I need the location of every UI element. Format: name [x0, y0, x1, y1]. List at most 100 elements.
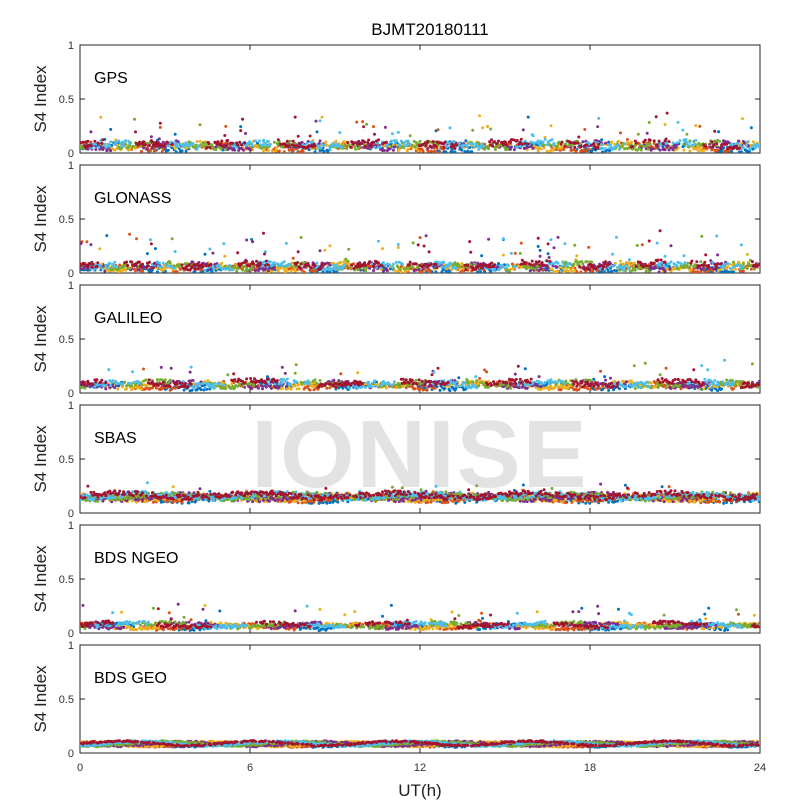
- data-point: [213, 385, 217, 389]
- data-point: [245, 238, 249, 242]
- data-point: [191, 379, 195, 382]
- data-point: [175, 145, 179, 149]
- data-point: [713, 129, 717, 133]
- data-point: [566, 269, 570, 273]
- data-point: [499, 384, 502, 387]
- data-point: [339, 372, 343, 376]
- data-point: [387, 263, 391, 267]
- data-point: [96, 141, 100, 145]
- data-point: [101, 138, 105, 142]
- data-point: [408, 142, 412, 146]
- data-point: [379, 145, 382, 149]
- data-point: [715, 265, 719, 269]
- data-point: [293, 371, 297, 375]
- data-point: [693, 142, 697, 146]
- data-point: [489, 127, 493, 131]
- data-point: [231, 268, 235, 272]
- data-point: [591, 264, 595, 268]
- data-point: [658, 229, 662, 233]
- data-point: [613, 142, 616, 146]
- data-point: [117, 381, 121, 385]
- data-point: [476, 270, 480, 273]
- data-point: [739, 150, 743, 153]
- data-point: [638, 143, 642, 147]
- data-point: [710, 388, 714, 392]
- data-point: [524, 267, 528, 271]
- data-point: [202, 388, 206, 392]
- data-point: [268, 260, 272, 264]
- data-point: [523, 383, 527, 387]
- data-point: [295, 261, 299, 265]
- data-point: [573, 145, 577, 149]
- data-point: [255, 259, 258, 263]
- data-point: [126, 146, 130, 150]
- data-point: [170, 237, 174, 241]
- data-point: [633, 268, 637, 272]
- data-point: [476, 261, 480, 265]
- data-point: [449, 145, 453, 149]
- y-axis-label: S4 Index: [31, 185, 50, 253]
- data-point: [82, 382, 86, 386]
- data-point: [251, 266, 255, 270]
- data-point: [410, 265, 414, 269]
- data-point: [138, 140, 141, 144]
- data-point: [566, 382, 570, 386]
- data-point: [567, 144, 571, 148]
- data-point: [459, 270, 463, 273]
- data-point: [619, 259, 622, 263]
- data-point: [601, 150, 605, 153]
- data-point: [443, 140, 447, 144]
- data-point: [291, 256, 295, 260]
- data-point: [473, 145, 477, 149]
- data-point: [532, 141, 536, 145]
- data-point: [142, 146, 145, 150]
- data-point: [339, 261, 343, 264]
- data-point: [190, 265, 194, 269]
- data-point: [153, 149, 157, 153]
- data-point: [561, 260, 565, 264]
- data-point: [747, 150, 751, 153]
- data-point: [208, 145, 212, 149]
- data-point: [337, 143, 341, 147]
- data-point: [200, 382, 204, 386]
- data-point: [577, 135, 581, 139]
- data-point: [711, 269, 715, 273]
- data-point: [742, 141, 746, 145]
- data-point: [531, 380, 535, 384]
- data-point: [233, 148, 237, 152]
- data-point: [299, 262, 303, 266]
- data-point: [655, 143, 659, 147]
- data-point: [720, 143, 724, 147]
- data-point: [424, 234, 428, 238]
- data-point: [344, 257, 348, 261]
- data-point: [438, 388, 442, 392]
- data-point: [652, 261, 656, 265]
- data-point: [604, 260, 608, 264]
- data-point: [531, 146, 535, 150]
- data-point: [306, 262, 310, 266]
- data-point: [161, 381, 165, 384]
- data-point: [285, 139, 289, 143]
- data-point: [246, 268, 250, 272]
- data-point: [80, 264, 83, 267]
- data-point: [382, 380, 385, 383]
- data-point: [390, 265, 394, 269]
- data-point: [315, 261, 319, 265]
- data-point: [296, 250, 300, 254]
- data-point: [115, 265, 119, 269]
- data-point: [751, 140, 755, 144]
- data-point: [600, 270, 604, 273]
- data-point: [563, 144, 567, 148]
- data-point: [195, 140, 199, 144]
- data-point: [486, 125, 490, 129]
- data-point: [100, 141, 104, 145]
- data-point: [433, 149, 437, 153]
- data-point: [600, 138, 604, 142]
- data-point: [273, 149, 277, 153]
- data-point: [320, 115, 324, 119]
- data-point: [552, 262, 556, 266]
- data-point: [93, 385, 97, 389]
- data-point: [413, 145, 417, 149]
- data-point: [111, 268, 115, 271]
- data-point: [460, 148, 464, 152]
